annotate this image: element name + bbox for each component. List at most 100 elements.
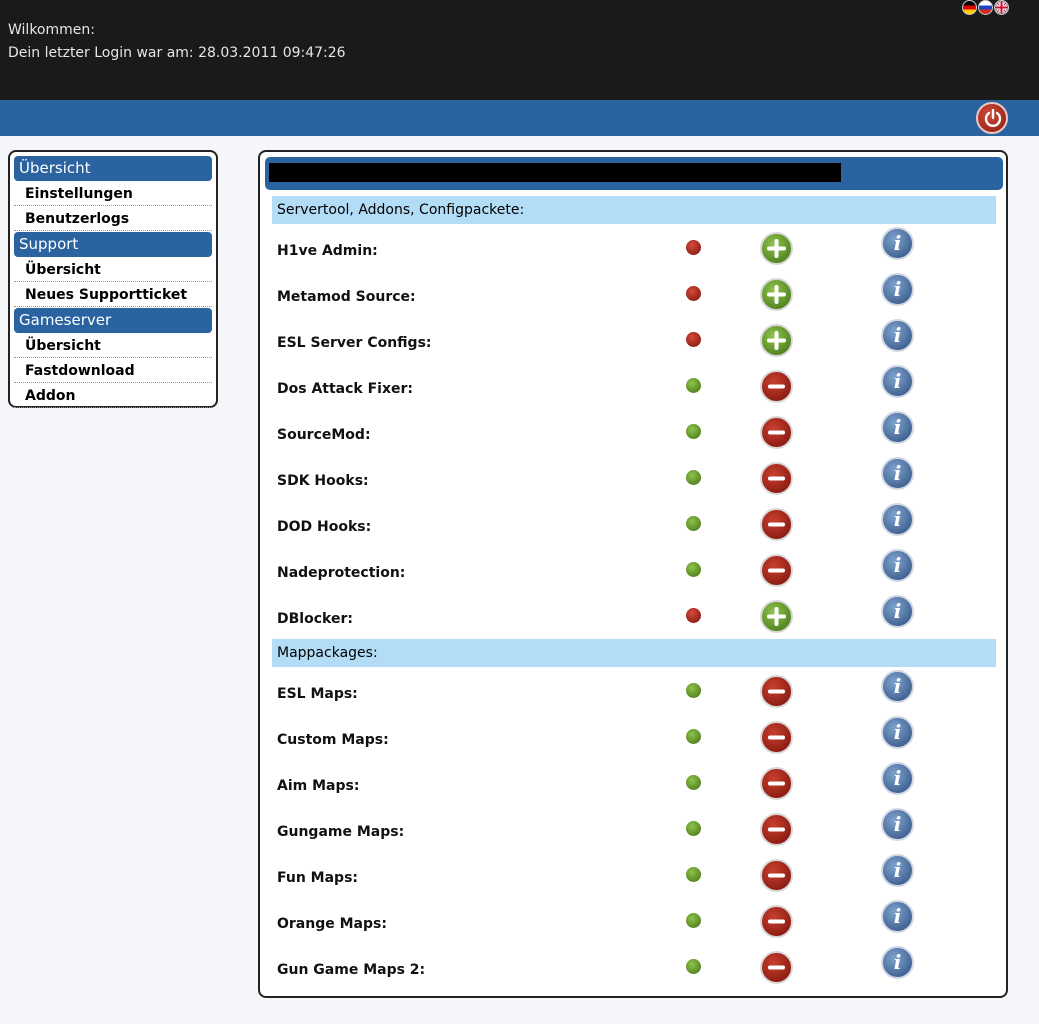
sidebar-heading-support[interactable]: Support [14,232,212,257]
language-switcher [962,0,1009,15]
info-icon[interactable]: i [881,549,914,582]
sidebar-item-fastdownload[interactable]: Fastdownload [14,359,212,383]
info-icon[interactable]: i [881,946,914,979]
welcome-text: Wilkommen: [8,22,95,38]
addon-label: Gungame Maps: [277,824,405,840]
info-icon[interactable]: i [881,227,914,260]
install-addon-button[interactable] [760,600,793,633]
info-icon[interactable]: i [881,503,914,536]
sidebar-item-benutzerlogs[interactable]: Benutzerlogs [14,207,212,231]
remove-addon-button[interactable] [760,721,793,754]
install-addon-button[interactable] [760,324,793,357]
minus-icon [768,522,785,527]
info-icon[interactable]: i [881,273,914,306]
info-icon[interactable]: i [881,365,914,398]
sidebar-item-neues-supportticket[interactable]: Neues Supportticket [14,283,212,307]
remove-addon-button[interactable] [760,813,793,846]
minus-icon [768,384,785,389]
addon-label: Nadeprotection: [277,565,406,581]
logout-button[interactable] [976,102,1008,134]
power-icon [984,109,1002,127]
section-header: Mappackages: [272,639,996,667]
addon-row: Orange Maps: i [260,900,1006,958]
sidebar-item-support-uebersicht[interactable]: Übersicht [14,258,212,282]
minus-icon [768,430,785,435]
addon-label: Aim Maps: [277,778,360,794]
sidebar-heading-uebersicht[interactable]: Übersicht [14,156,212,181]
minus-icon [768,568,785,573]
addon-row: ESL Maps: i [260,670,1006,728]
remove-addon-button[interactable] [760,370,793,403]
sidebar-item-addon[interactable]: Addon [14,384,212,408]
info-icon[interactable]: i [881,319,914,352]
remove-addon-button[interactable] [760,508,793,541]
plus-icon [767,239,786,258]
remove-addon-button[interactable] [760,859,793,892]
status-indicator-icon [686,608,701,623]
status-indicator-icon [686,821,701,836]
remove-addon-button[interactable] [760,767,793,800]
status-indicator-icon [686,470,701,485]
uk-flag-icon[interactable] [994,0,1009,15]
info-icon[interactable]: i [881,595,914,628]
addon-row: Nadeprotection: i [260,549,1006,607]
minus-icon [768,735,785,740]
addon-row: Gun Game Maps 2: i [260,946,1006,1004]
top-header: Wilkommen: Dein letzter Login war am: 28… [0,0,1039,100]
addon-row: Aim Maps: i [260,762,1006,820]
addon-row: SDK Hooks: i [260,457,1006,515]
addon-label: Fun Maps: [277,870,359,886]
info-icon[interactable]: i [881,716,914,749]
info-icon[interactable]: i [881,900,914,933]
status-indicator-icon [686,867,701,882]
remove-addon-button[interactable] [760,554,793,587]
minus-icon [768,476,785,481]
addon-row: Custom Maps: i [260,716,1006,774]
sidebar-item-gameserver-uebersicht[interactable]: Übersicht [14,334,212,358]
addon-label: Custom Maps: [277,732,389,748]
status-indicator-icon [686,516,701,531]
status-indicator-icon [686,959,701,974]
install-addon-button[interactable] [760,232,793,265]
plus-icon [767,285,786,304]
addon-row: SourceMod: i [260,411,1006,469]
german-flag-icon[interactable] [962,0,977,15]
addon-label: Gun Game Maps 2: [277,962,426,978]
addon-label: DOD Hooks: [277,519,372,535]
remove-addon-button[interactable] [760,462,793,495]
info-icon[interactable]: i [881,411,914,444]
status-indicator-icon [686,683,701,698]
remove-addon-button[interactable] [760,951,793,984]
info-icon[interactable]: i [881,762,914,795]
status-indicator-icon [686,562,701,577]
info-icon[interactable]: i [881,670,914,703]
info-icon[interactable]: i [881,808,914,841]
remove-addon-button[interactable] [760,675,793,708]
plus-icon [767,331,786,350]
status-indicator-icon [686,729,701,744]
addon-row: Gungame Maps: i [260,808,1006,866]
sidebar-menu: Übersicht Einstellungen Benutzerlogs Sup… [8,150,218,408]
minus-icon [768,965,785,970]
status-indicator-icon [686,424,701,439]
sidebar-heading-gameserver[interactable]: Gameserver [14,308,212,333]
info-icon[interactable]: i [881,854,914,887]
minus-icon [768,919,785,924]
status-indicator-icon [686,775,701,790]
sidebar-item-einstellungen[interactable]: Einstellungen [14,182,212,206]
addon-label: SDK Hooks: [277,473,369,489]
addon-panel: Servertool, Addons, Configpackete: H1ve A… [258,150,1008,998]
remove-addon-button[interactable] [760,905,793,938]
status-indicator-icon [686,332,701,347]
addon-row: DBlocker: i [260,595,1006,653]
last-login-text: Dein letzter Login war am: 28.03.2011 09… [8,45,346,61]
install-addon-button[interactable] [760,278,793,311]
addon-row: Dos Attack Fixer: i [260,365,1006,423]
russian-flag-icon[interactable] [978,0,993,15]
remove-addon-button[interactable] [760,416,793,449]
redacted-title [269,163,841,182]
minus-icon [768,781,785,786]
plus-icon [767,607,786,626]
info-icon[interactable]: i [881,457,914,490]
addon-label: DBlocker: [277,611,353,627]
